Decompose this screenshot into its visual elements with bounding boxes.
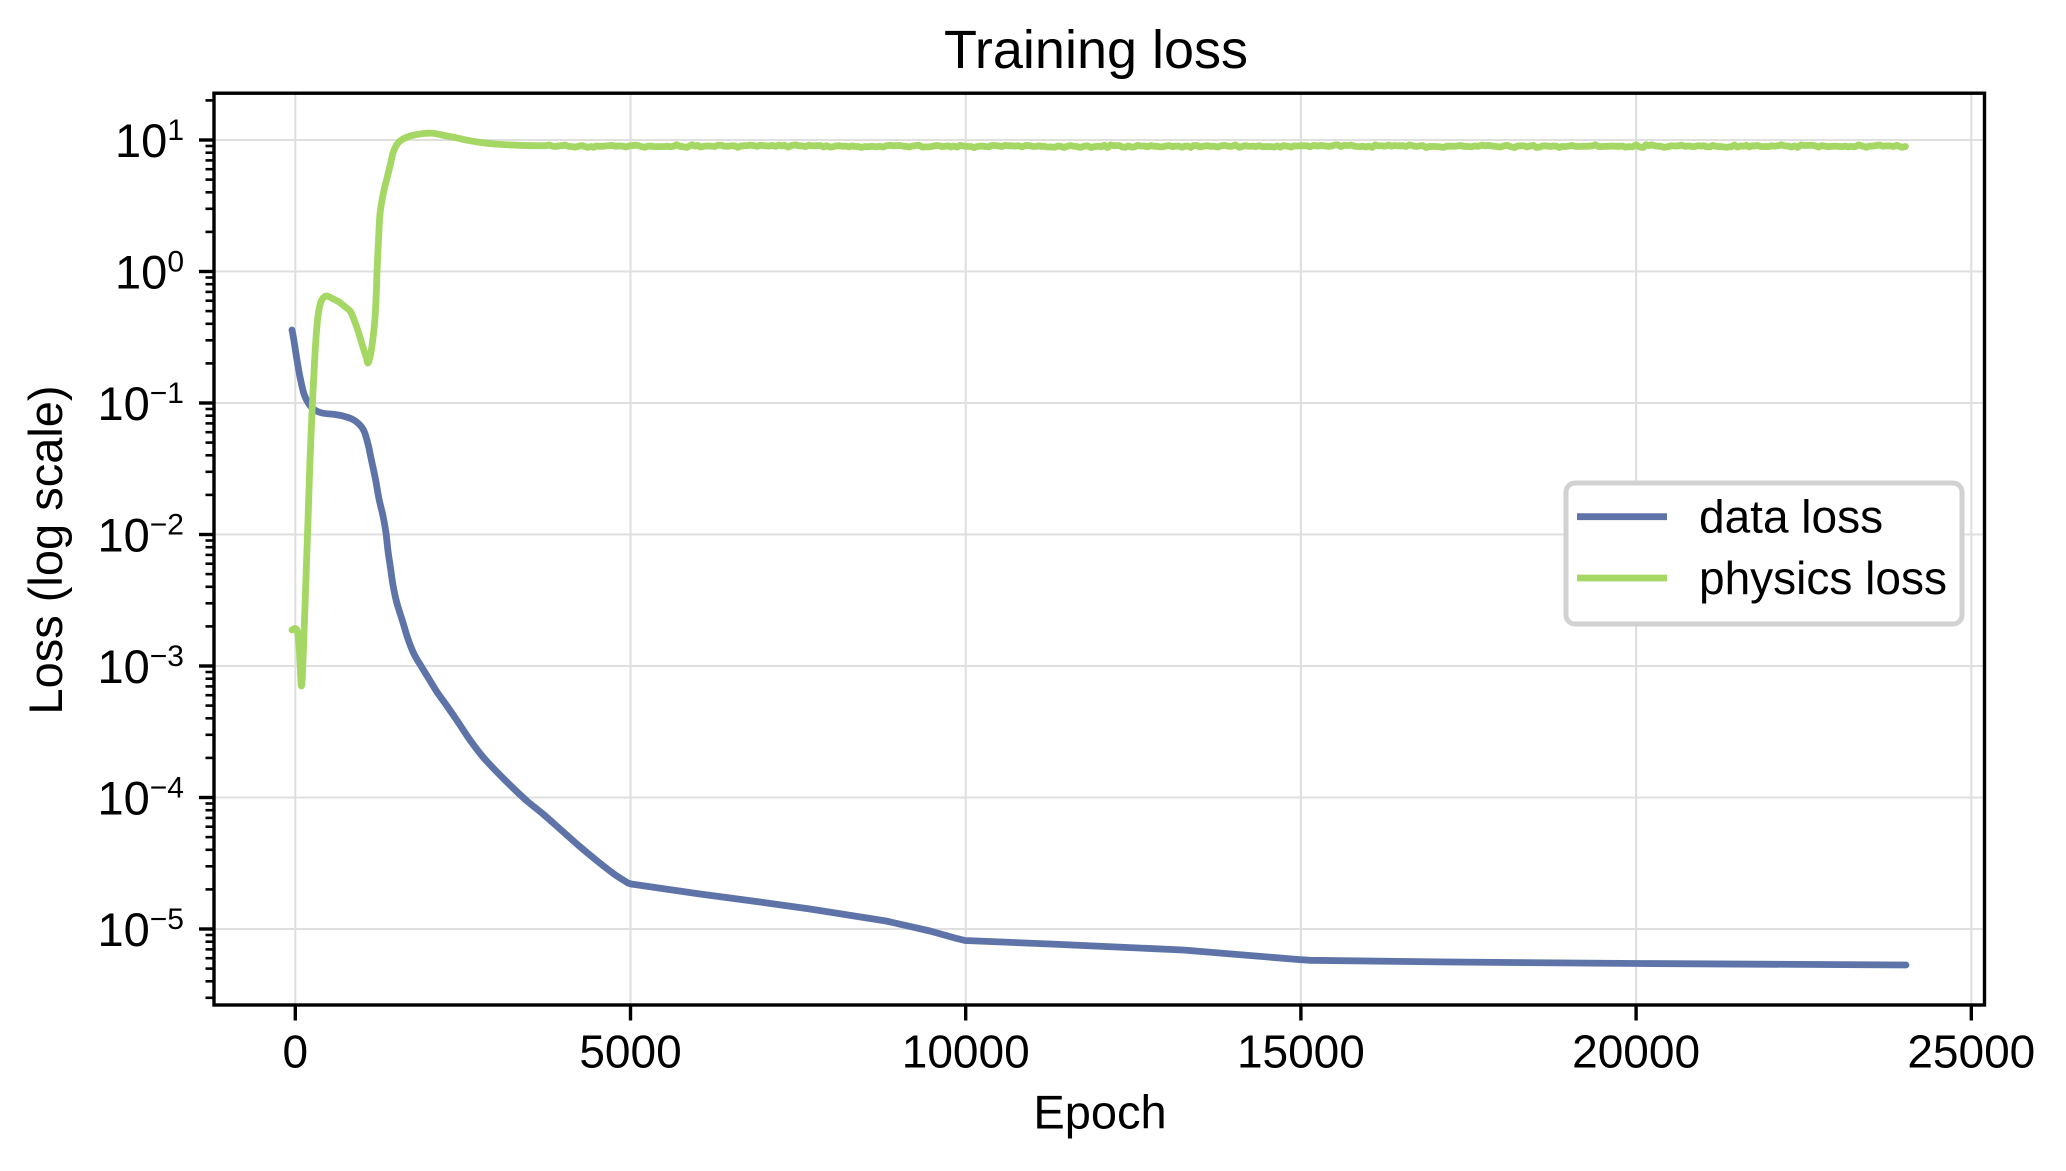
svg-text:10−3: 10−3 xyxy=(98,640,185,693)
svg-text:physics loss: physics loss xyxy=(1699,552,1947,604)
svg-text:Training loss: Training loss xyxy=(944,20,1248,80)
svg-text:15000: 15000 xyxy=(1237,1026,1365,1078)
svg-text:Loss (log scale): Loss (log scale) xyxy=(19,385,72,714)
svg-text:data loss: data loss xyxy=(1699,491,1883,543)
svg-text:25000: 25000 xyxy=(1907,1026,2035,1078)
svg-text:Epoch: Epoch xyxy=(1033,1086,1166,1139)
svg-text:0: 0 xyxy=(283,1026,309,1078)
svg-text:20000: 20000 xyxy=(1572,1026,1700,1078)
svg-text:10000: 10000 xyxy=(902,1026,1030,1078)
svg-text:5000: 5000 xyxy=(579,1026,681,1078)
